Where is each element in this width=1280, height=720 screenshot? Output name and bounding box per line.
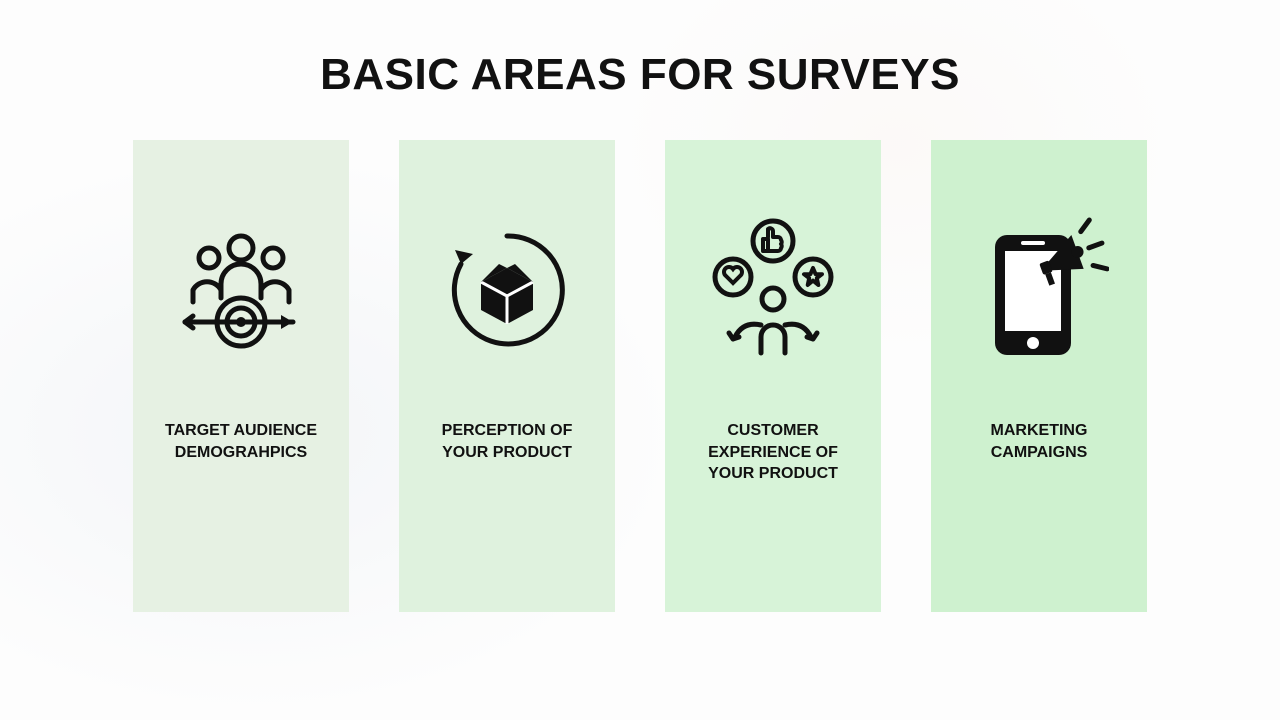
card-perception: PERCEPTION OF YOUR PRODUCT: [399, 140, 615, 612]
card-customer-experience: CUSTOMER EXPERIENCE OF YOUR PRODUCT: [665, 140, 881, 612]
card-label: TARGET AUDIENCE DEMOGRAHPICS: [151, 420, 331, 463]
card-label: MARKETING CAMPAIGNS: [949, 420, 1129, 463]
slide-content: BASIC AREAS FOR SURVEYS: [0, 0, 1280, 720]
cards-row: TARGET AUDIENCE DEMOGRAHPICS: [133, 140, 1147, 612]
marketing-megaphone-icon: [964, 190, 1114, 390]
product-cycle-icon: [432, 190, 582, 390]
card-label: CUSTOMER EXPERIENCE OF YOUR PRODUCT: [683, 420, 863, 485]
card-label: PERCEPTION OF YOUR PRODUCT: [417, 420, 597, 463]
page-title: BASIC AREAS FOR SURVEYS: [320, 50, 960, 100]
card-target-audience: TARGET AUDIENCE DEMOGRAHPICS: [133, 140, 349, 612]
customer-experience-icon: [698, 190, 848, 390]
target-audience-icon: [166, 190, 316, 390]
card-marketing: MARKETING CAMPAIGNS: [931, 140, 1147, 612]
